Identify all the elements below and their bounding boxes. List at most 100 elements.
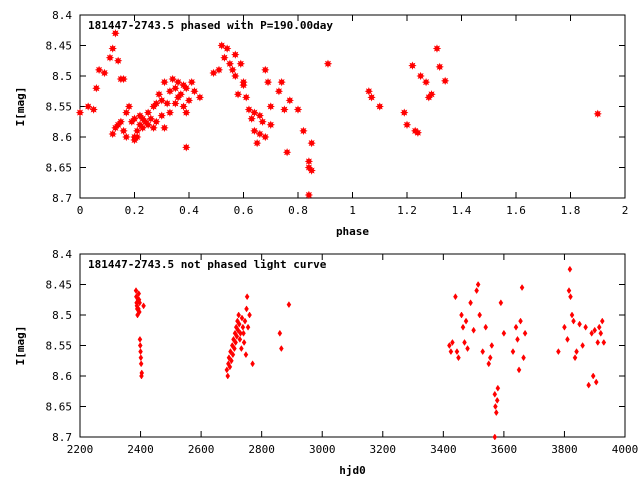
data-point — [463, 317, 469, 325]
x-tick-label: 3800 — [551, 443, 578, 456]
data-point — [165, 87, 175, 96]
x-tick-label: 0.8 — [288, 204, 308, 217]
data-point — [133, 126, 142, 136]
data-point — [266, 120, 275, 129]
data-point — [460, 323, 466, 331]
data-point — [138, 360, 144, 368]
data-point — [279, 345, 284, 353]
data-point — [487, 354, 493, 362]
y-axis-label: I[mag] — [14, 326, 27, 366]
x-tick-label: 3400 — [430, 443, 457, 456]
x-tick-label: 0.6 — [234, 204, 254, 217]
data-point — [217, 41, 226, 50]
data-point — [323, 59, 333, 68]
data-point — [228, 65, 237, 75]
x-axis-label: phase — [336, 225, 369, 238]
data-point — [493, 403, 498, 410]
data-point — [157, 96, 166, 105]
data-point — [231, 50, 240, 59]
y-tick-label: 8.65 — [46, 401, 73, 414]
data-point — [299, 126, 308, 136]
data-point — [307, 166, 316, 175]
unphased-light-curve-panel: 2200 2400 2600 2800 3000 3200 3400 3600 3800 4000… — [14, 248, 638, 477]
x-tick-label: 2600 — [188, 443, 215, 456]
data-point — [168, 74, 177, 84]
data-point — [122, 108, 131, 117]
data-point — [495, 384, 501, 392]
data-point — [230, 351, 236, 359]
y-tick-label: 8.6 — [52, 370, 72, 383]
data-point — [408, 61, 417, 70]
data-point — [229, 357, 234, 365]
data-point — [231, 71, 240, 81]
data-point — [157, 111, 166, 120]
data-point — [513, 323, 519, 331]
data-point — [122, 132, 131, 142]
data-point — [266, 102, 275, 111]
data-point — [471, 326, 476, 334]
data-point — [258, 117, 267, 126]
data-point — [521, 354, 526, 362]
data-point — [160, 123, 169, 133]
y-tick-label: 8.7 — [52, 431, 72, 444]
data-point — [209, 68, 218, 78]
data-point — [108, 44, 117, 53]
data-point — [435, 62, 444, 72]
data-point — [565, 335, 570, 343]
data-point — [263, 77, 273, 87]
data-point — [241, 338, 247, 346]
data-point — [179, 102, 188, 111]
y-tick-label: 8.4 — [52, 248, 72, 261]
data-point — [307, 138, 316, 148]
data-point — [236, 59, 245, 68]
data-point — [255, 129, 265, 139]
data-point — [571, 317, 576, 325]
data-point — [136, 290, 142, 298]
data-point — [195, 93, 205, 102]
data-point — [232, 345, 237, 353]
y-tick-label: 8.5 — [52, 309, 72, 322]
x-tick-label: 2200 — [67, 443, 94, 456]
data-point — [143, 120, 153, 129]
y-tick-label: 8.45 — [46, 279, 73, 292]
data-point — [138, 348, 143, 356]
data-point — [224, 366, 230, 374]
y-tick-label: 8.5 — [52, 70, 72, 83]
data-point — [237, 335, 243, 343]
x-tick-label: 0 — [77, 204, 84, 217]
data-point — [244, 293, 250, 301]
data-point — [116, 117, 126, 126]
data-point — [250, 108, 259, 117]
data-point — [453, 293, 458, 301]
chart-title: 181447-2743.5 phased with P=190.00day — [88, 19, 333, 32]
data-point — [518, 317, 523, 325]
data-point — [182, 143, 191, 152]
data-point — [567, 265, 573, 273]
y-tick-label: 8.45 — [46, 40, 73, 53]
data-point — [228, 348, 233, 356]
data-point — [468, 299, 473, 307]
data-point — [515, 335, 520, 343]
data-point — [146, 114, 156, 123]
data-point — [261, 65, 270, 75]
y-axis-label: I[mag] — [14, 87, 27, 127]
data-point — [250, 126, 259, 136]
data-point — [413, 128, 423, 137]
x-tick-label: 3200 — [370, 443, 397, 456]
data-point — [236, 311, 241, 319]
data-point — [119, 74, 128, 84]
data-point — [448, 348, 454, 356]
data-point — [165, 108, 175, 117]
data-point — [244, 305, 249, 313]
data-point — [163, 99, 172, 108]
data-point — [569, 311, 575, 319]
data-point — [247, 311, 252, 319]
data-point — [592, 326, 598, 334]
data-point — [138, 354, 144, 362]
data-point — [255, 111, 265, 120]
data-point — [427, 90, 436, 99]
x-tick-label: 3000 — [309, 443, 336, 456]
y-tick-label: 8.7 — [52, 192, 72, 205]
data-point — [583, 323, 588, 331]
data-point — [137, 308, 142, 316]
